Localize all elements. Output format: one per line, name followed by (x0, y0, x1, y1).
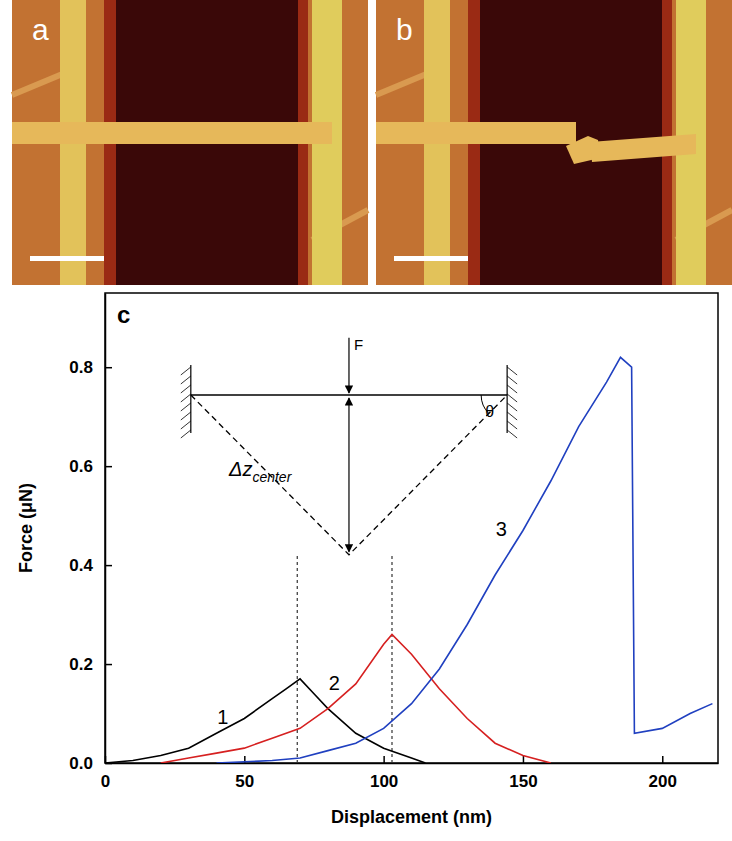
panel-label: b (396, 13, 413, 46)
reference-line (297, 555, 298, 763)
tick: 100 (370, 756, 398, 791)
tick-label: 0.6 (69, 457, 93, 476)
clamp-hatch (181, 430, 191, 438)
tick-mark (105, 466, 112, 468)
tick-mark (105, 565, 112, 567)
scale-bar (30, 256, 104, 261)
scale-bar (394, 256, 468, 261)
tick-label: 0.0 (69, 754, 93, 773)
tick: 150 (509, 756, 537, 791)
horizontal-wire (376, 122, 576, 144)
deflection-arrow (348, 398, 349, 552)
tick-mark (105, 664, 112, 666)
clamp-hatch (181, 385, 191, 393)
tick-label: 50 (235, 772, 254, 791)
y-axis-title: Force (μN) (16, 483, 36, 573)
clamp-hatch (181, 421, 191, 429)
tick-label: 0.2 (69, 655, 93, 674)
clamp-wall (190, 365, 191, 433)
panel-background (12, 0, 368, 285)
horizontal-wire (12, 122, 332, 144)
force-arrow (348, 338, 349, 393)
afm-panel: a (12, 0, 368, 285)
panel-background (376, 0, 732, 285)
data-layer (105, 357, 712, 763)
curve-label: 3 (496, 518, 507, 540)
clamp-hatch (181, 367, 191, 375)
tick-label: 0.8 (69, 358, 93, 377)
clamp-hatch (507, 403, 517, 411)
tick-mark (662, 756, 664, 763)
tick-label: 0.4 (69, 556, 93, 575)
tick-label: 200 (649, 772, 677, 791)
force-label: F (354, 336, 363, 353)
deflected-beam (191, 395, 507, 555)
clamp-hatch (507, 430, 517, 438)
panel-label: a (32, 13, 49, 46)
deflection-symbol: Δz (228, 458, 252, 480)
clamp-hatch (507, 385, 517, 393)
x-axis: 0 50 100 150 200 (101, 756, 719, 791)
tick-label: 0 (101, 772, 110, 791)
plot-frame (105, 293, 718, 763)
clamp-hatch (181, 394, 191, 402)
angle-label: θ (485, 403, 494, 420)
series-line (105, 679, 425, 763)
clamp-hatch (507, 412, 517, 420)
beam (191, 394, 507, 396)
clamp-hatch (181, 376, 191, 384)
clamp-hatch (507, 421, 517, 429)
horizontal-wire (590, 134, 696, 162)
series-line (216, 357, 712, 763)
plot-area (105, 293, 718, 763)
clamp-hatch (507, 367, 517, 375)
x-axis-title: Displacement (nm) (331, 807, 492, 827)
clamp-hatch (181, 403, 191, 411)
tick-mark (105, 367, 112, 369)
panel-label: c (117, 301, 130, 328)
tick-mark (383, 756, 385, 763)
inset-diagram: F Δzcenter θ (181, 336, 517, 555)
clamp-hatch (181, 412, 191, 420)
tick-label: 150 (509, 772, 537, 791)
curve-label: 2 (329, 672, 340, 694)
afm-panel: b (376, 0, 732, 285)
clamp-hatch (507, 376, 517, 384)
tick: 200 (649, 756, 677, 791)
reference-line (391, 555, 392, 763)
curve-label: 1 (217, 706, 228, 728)
clamp-hatch (507, 394, 517, 402)
tick-mark (523, 756, 525, 763)
chart-c: 0 50 100 150 200 0.0 0.2 0.4 0.6 0.8 F Δzcenter θ 1 2 3… (69, 293, 718, 791)
deflection-subscript: center (252, 469, 292, 485)
deflection-label: Δzcenter (228, 458, 293, 485)
tick-label: 100 (370, 772, 398, 791)
figure: a b 0 50 100 150 200 0.0 0.2 0.4 0.6 0.8 F Δzcenter θ 1… (0, 0, 732, 841)
clamp-wall (507, 365, 508, 433)
